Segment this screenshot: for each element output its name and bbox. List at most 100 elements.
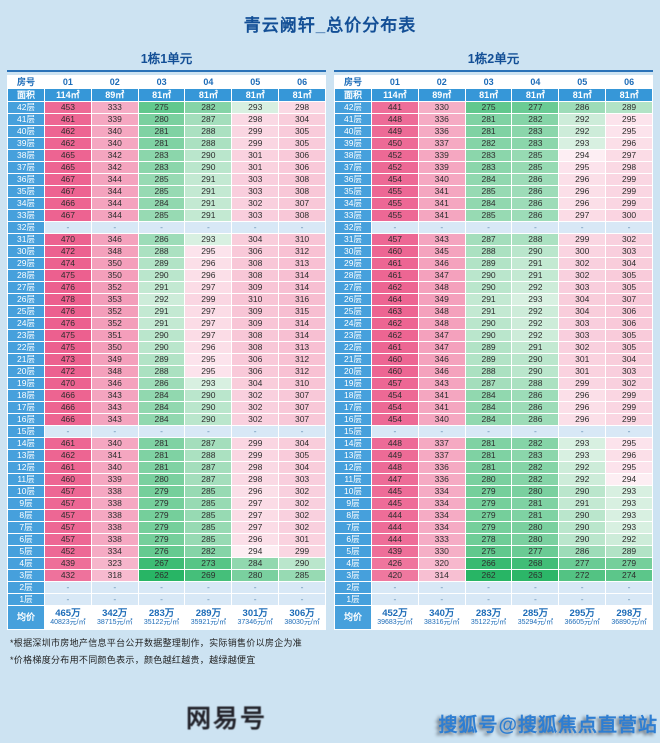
floor-row: 12层 461 340 281 287 298 304 [7, 461, 326, 474]
price-cell: 304 [278, 437, 326, 450]
floor-label: 28层 [7, 269, 45, 282]
empty-cell: - [464, 425, 513, 438]
empty-cell: - [184, 221, 233, 234]
price-cell: 460 [44, 473, 92, 486]
floor-label: 38层 [7, 149, 45, 162]
price-cell: 341 [417, 401, 466, 414]
price-cell: 343 [90, 413, 139, 426]
price-cell: 295 [184, 365, 233, 378]
price-cell: 299 [231, 449, 280, 462]
floor-row: 37层 452 339 283 285 295 298 [334, 161, 653, 174]
floor-label: 27层 [334, 281, 372, 294]
floor-row: 8层 444 334 279 281 290 293 [334, 509, 653, 522]
price-cell: 280 [511, 485, 560, 498]
price-cell: 308 [278, 173, 326, 186]
price-cell: 461 [371, 341, 419, 354]
area-value: 81㎡ [464, 88, 513, 102]
price-cell: 285 [184, 497, 233, 510]
price-cell: 450 [371, 137, 419, 150]
average-total-price: 340万 [429, 607, 455, 619]
average-label: 均价 [7, 605, 45, 630]
empty-cell: - [605, 221, 653, 234]
price-cell: 290 [184, 161, 233, 174]
price-cell: 288 [184, 137, 233, 150]
floor-row: 4层 439 323 267 273 284 290 [7, 557, 326, 570]
price-cell: 284 [464, 389, 513, 402]
price-cell: 293 [558, 137, 607, 150]
price-cell: 336 [417, 473, 466, 486]
price-cell: 295 [605, 125, 653, 138]
average-unit-price: 36890元/㎡ [611, 619, 647, 627]
price-cell: 299 [231, 125, 280, 138]
price-cell: 304 [231, 233, 280, 246]
price-cell: 279 [137, 509, 186, 522]
price-cell: 291 [511, 269, 560, 282]
price-cell: 286 [511, 401, 560, 414]
floor-label: 24层 [7, 317, 45, 330]
price-cell: 454 [371, 173, 419, 186]
average-unit-price: 35921元/㎡ [190, 619, 227, 627]
price-cell: 286 [558, 101, 607, 114]
price-cell: 314 [278, 329, 326, 342]
price-cell: 301 [278, 533, 326, 546]
price-cell: 281 [137, 449, 186, 462]
floor-row: 30层 472 348 288 295 306 312 [7, 245, 326, 258]
price-cell: 293 [184, 233, 233, 246]
price-cell: 298 [231, 473, 280, 486]
floor-row: 42层 453 333 275 282 293 298 [7, 101, 326, 114]
price-cell: 288 [464, 365, 513, 378]
price-cell: 297 [184, 305, 233, 318]
floor-label: 40层 [7, 125, 45, 138]
price-cell: 304 [605, 353, 653, 366]
price-cell: 299 [184, 293, 233, 306]
price-cell: 286 [137, 233, 186, 246]
price-cell: 348 [417, 305, 466, 318]
price-cell: 312 [278, 245, 326, 258]
floor-row: 4层 426 320 266 268 277 279 [334, 557, 653, 570]
floor-label: 31层 [7, 233, 45, 246]
price-cell: 346 [417, 257, 466, 270]
floor-label: 10层 [334, 485, 372, 498]
floor-row: 1层 - - - - - - [334, 593, 653, 606]
price-cell: 284 [464, 197, 513, 210]
price-cell: 293 [605, 509, 653, 522]
price-cell: 290 [558, 521, 607, 534]
price-cell: 347 [417, 269, 466, 282]
price-cell: 475 [44, 341, 92, 354]
price-cell: 277 [558, 557, 607, 570]
price-cell: 347 [417, 329, 466, 342]
price-cell: 269 [184, 569, 233, 582]
price-cell: 284 [231, 557, 280, 570]
price-cell: 277 [511, 545, 560, 558]
floor-label: 37层 [334, 161, 372, 174]
price-cell: 426 [371, 557, 419, 570]
price-cell: 476 [44, 317, 92, 330]
average-unit-price: 36605元/㎡ [564, 619, 600, 627]
price-cell: 296 [605, 449, 653, 462]
price-cell: 303 [558, 281, 607, 294]
floor-label: 30层 [7, 245, 45, 258]
price-cell: 286 [558, 545, 607, 558]
price-cell: 445 [371, 485, 419, 498]
floor-label: 20层 [7, 365, 45, 378]
empty-cell: - [605, 425, 653, 438]
price-cell: 444 [371, 533, 419, 546]
floor-label: 33层 [7, 209, 45, 222]
price-cell: 303 [231, 173, 280, 186]
average-cell: 340万 38316元/㎡ [417, 605, 466, 630]
price-cell: 337 [417, 437, 466, 450]
price-cell: 280 [137, 473, 186, 486]
price-cell: 281 [464, 461, 513, 474]
price-cell: 457 [44, 521, 92, 534]
floor-row: 28层 461 347 290 291 302 305 [334, 269, 653, 282]
floor-row: 2层 - - - - - - [7, 581, 326, 594]
price-cell: 302 [558, 269, 607, 282]
floor-label: 11层 [334, 473, 372, 486]
average-unit-price: 35122元/㎡ [470, 619, 507, 627]
room-number: 02 [417, 75, 466, 89]
price-cell: 352 [90, 281, 139, 294]
price-cell: 297 [605, 149, 653, 162]
price-cell: 276 [137, 545, 186, 558]
price-cell: 275 [464, 101, 513, 114]
price-cell: 285 [184, 533, 233, 546]
